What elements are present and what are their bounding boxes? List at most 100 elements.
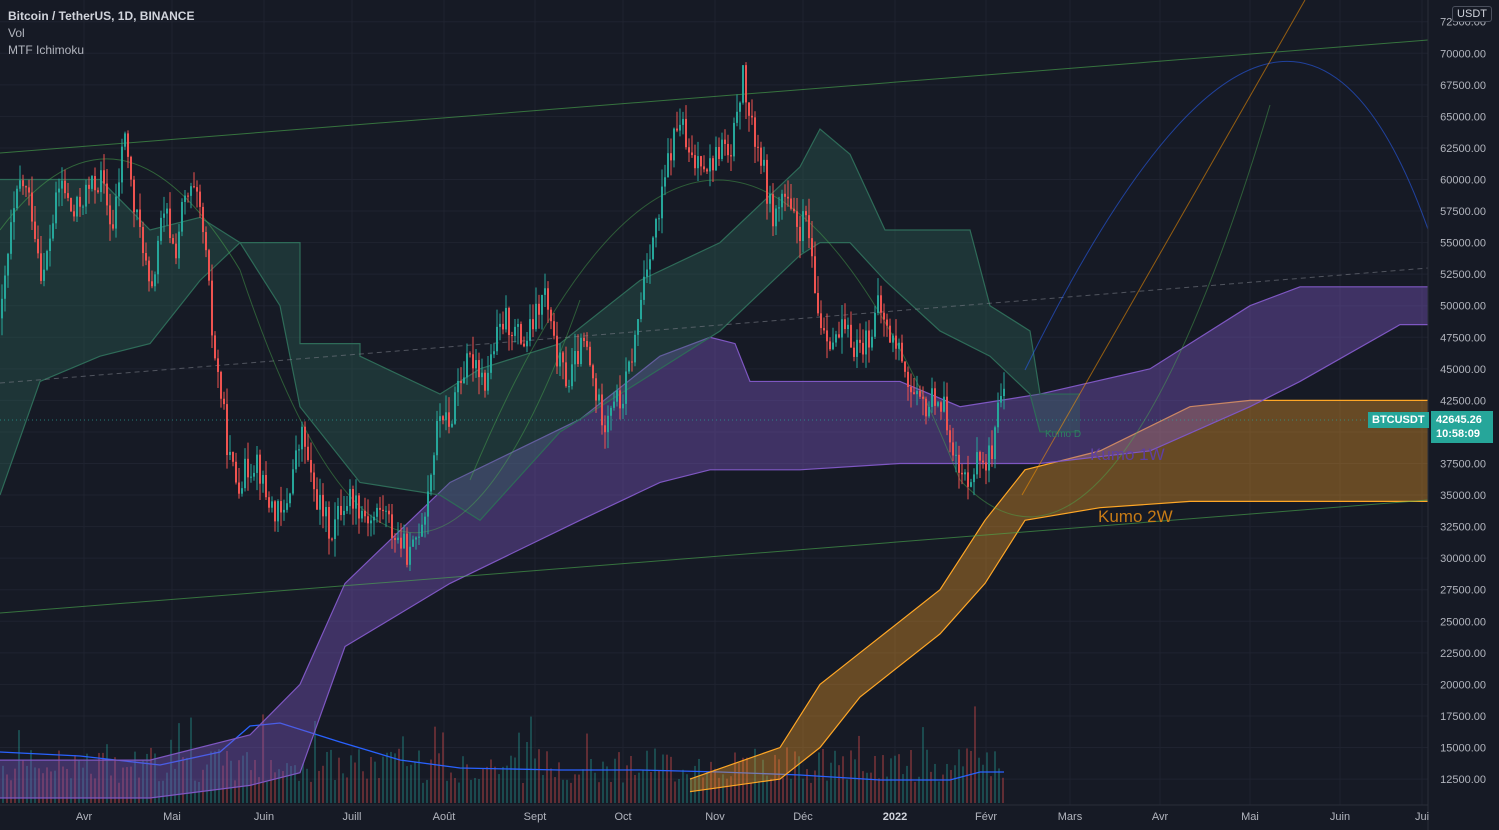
candle-body	[490, 354, 492, 373]
candle-body	[691, 152, 693, 156]
candle-body	[649, 259, 651, 270]
candle-body	[805, 211, 807, 216]
candle-body	[1000, 396, 1002, 403]
volume-bar	[26, 765, 28, 803]
volume-bar	[306, 768, 308, 803]
indicator-vol[interactable]: Vol	[8, 26, 25, 40]
candle-body	[19, 180, 21, 189]
candle-body	[589, 346, 591, 366]
candle-body	[856, 339, 858, 357]
candle-body	[301, 426, 303, 450]
candle-body	[286, 503, 288, 510]
candle-body	[865, 330, 867, 355]
volume-bar	[490, 759, 492, 803]
kumo-d-upper	[0, 128, 1080, 395]
candle-body	[583, 337, 585, 341]
candle-body	[1, 298, 3, 319]
volume-bar	[722, 774, 724, 803]
candle-body	[838, 334, 840, 338]
time-axis[interactable]: Avr Mai Juin Juill Août Sept Oct Nov Déc 2022 Févr…	[0, 804, 1429, 823]
candle-body	[646, 269, 648, 277]
candle-body	[688, 147, 690, 153]
candle-body	[142, 227, 144, 254]
candle-body	[472, 354, 474, 369]
volume-bar	[126, 767, 128, 803]
candle-body	[346, 506, 348, 511]
candle-body	[496, 326, 498, 352]
candle-body	[31, 192, 33, 222]
volume-bar	[446, 780, 448, 803]
symbol-title[interactable]: Bitcoin / TetherUS, 1D, BINANCE	[8, 9, 195, 23]
time-tick-label: Jui	[1415, 811, 1429, 823]
candle-body	[730, 155, 732, 157]
candle-body	[208, 250, 210, 281]
volume-bar	[394, 753, 396, 803]
candle-body	[121, 146, 123, 183]
candle-body	[766, 159, 768, 204]
annotation-label: Kumo 1W	[1090, 445, 1165, 464]
indicator-ichimoku[interactable]: MTF Ichimoku	[8, 43, 85, 57]
price-tick-label: 12500.00	[1440, 774, 1486, 786]
candle-body	[772, 194, 774, 227]
candle-body	[352, 489, 354, 509]
candle-body	[535, 303, 537, 330]
candle-body	[988, 445, 990, 471]
volume-bar	[322, 765, 324, 803]
candle-body	[991, 445, 993, 460]
volume-bar	[226, 750, 228, 803]
kumo-1w-fill	[0, 286, 1428, 798]
volume-bar	[326, 751, 328, 803]
candle-body	[169, 208, 171, 239]
volume-bar	[254, 759, 256, 803]
volume-bar	[750, 782, 752, 803]
volume-bar	[502, 766, 504, 803]
candle-body	[37, 238, 39, 254]
candle-body	[274, 501, 276, 522]
price-tick-label: 45000.00	[1440, 364, 1486, 376]
candle-body	[406, 533, 408, 565]
volume-bar	[214, 751, 216, 803]
volume-bar	[426, 779, 428, 803]
candle-body	[520, 324, 522, 344]
candle-body	[91, 176, 93, 189]
price-tick-label: 62500.00	[1440, 143, 1486, 155]
candle-body	[826, 330, 828, 342]
candle-body	[412, 539, 414, 547]
volume-bar	[718, 777, 720, 803]
candle-body	[307, 446, 309, 460]
volume-bar	[594, 772, 596, 803]
current-price-tag: 42645.26 10:58:09	[1431, 411, 1493, 443]
candle-body	[961, 472, 963, 475]
candle-body	[832, 342, 834, 350]
candle-body	[850, 324, 852, 348]
candle-body	[160, 217, 162, 241]
candle-body	[268, 497, 270, 508]
candle-body	[394, 538, 396, 541]
candle-body	[796, 211, 798, 227]
candle-body	[862, 342, 864, 355]
volume-bar	[190, 717, 192, 803]
candle-body	[754, 117, 756, 147]
price-tick-label: 20000.00	[1440, 679, 1486, 691]
volume-bar	[498, 774, 500, 803]
candle-body	[871, 336, 873, 348]
currency-unit-badge[interactable]: USDT	[1452, 6, 1492, 22]
candle-body	[337, 505, 339, 520]
candle-body	[124, 133, 126, 147]
time-tick-label: Juill	[343, 811, 362, 823]
candle-body	[640, 299, 642, 320]
candle-body	[616, 390, 618, 402]
volume-bar	[866, 772, 868, 803]
candle-body	[424, 516, 426, 525]
volume-bar	[882, 755, 884, 803]
volume-bar	[74, 755, 76, 803]
candle-body	[877, 295, 879, 313]
candle-body	[148, 260, 150, 282]
time-tick-label: Nov	[705, 811, 725, 823]
volume-bar	[466, 764, 468, 803]
candle-body	[244, 458, 246, 489]
volume-bar	[682, 769, 684, 803]
volume-bar	[890, 758, 892, 803]
candle-body	[694, 155, 696, 169]
